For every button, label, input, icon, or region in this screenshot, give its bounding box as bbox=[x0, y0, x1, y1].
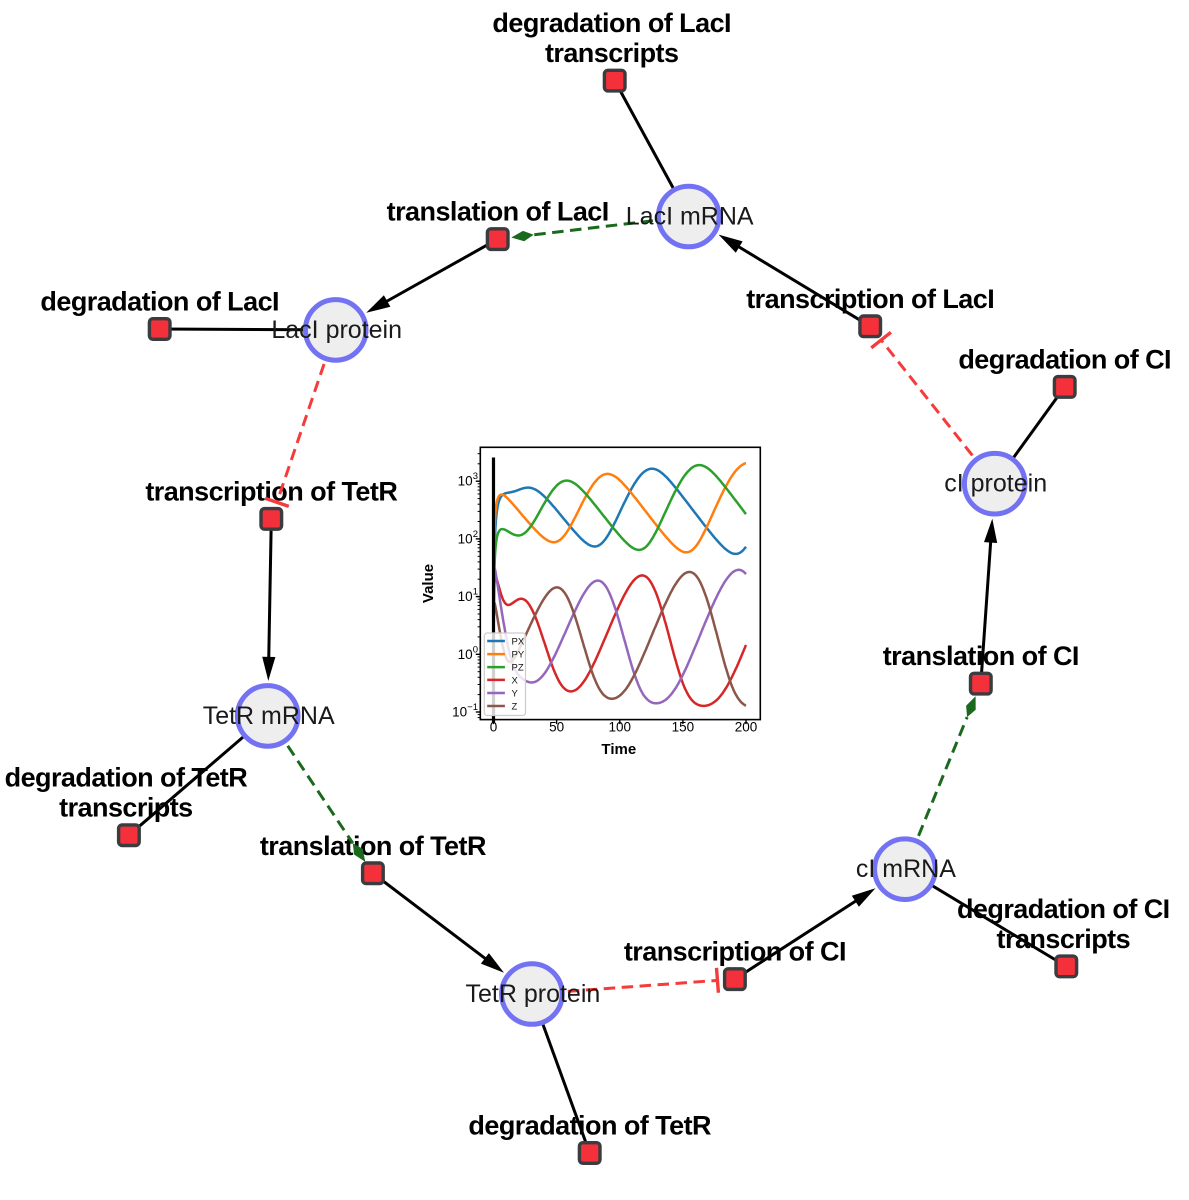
svg-text:transcripts: transcripts bbox=[545, 38, 679, 68]
svg-text:transcripts: transcripts bbox=[997, 924, 1131, 954]
svg-text:cI protein: cI protein bbox=[944, 470, 1047, 498]
svg-text:X: X bbox=[512, 675, 519, 686]
svg-text:Z: Z bbox=[512, 701, 518, 712]
svg-text:degradation of LacI: degradation of LacI bbox=[40, 287, 279, 317]
svg-text:degradation of CI: degradation of CI bbox=[957, 894, 1170, 924]
svg-text:TetR mRNA: TetR mRNA bbox=[203, 702, 335, 730]
svg-text:150: 150 bbox=[672, 720, 695, 735]
svg-text:LacI mRNA: LacI mRNA bbox=[626, 203, 754, 231]
svg-text:degradation of LacI: degradation of LacI bbox=[492, 8, 731, 38]
svg-text:translation of LacI: translation of LacI bbox=[387, 197, 609, 227]
svg-text:cI mRNA: cI mRNA bbox=[856, 855, 956, 883]
svg-text:Value: Value bbox=[420, 564, 437, 603]
svg-text:transcription of LacI: transcription of LacI bbox=[746, 284, 994, 314]
svg-text:50: 50 bbox=[549, 720, 564, 735]
svg-text:100: 100 bbox=[609, 720, 632, 735]
svg-text:PZ: PZ bbox=[512, 663, 524, 674]
svg-text:degradation of TetR: degradation of TetR bbox=[468, 1111, 711, 1141]
svg-text:PX: PX bbox=[512, 636, 525, 647]
svg-text:Time: Time bbox=[601, 741, 636, 758]
svg-text:LacI protein: LacI protein bbox=[271, 316, 402, 344]
svg-text:degradation of CI: degradation of CI bbox=[958, 344, 1171, 374]
svg-text:200: 200 bbox=[735, 720, 758, 735]
svg-text:Y: Y bbox=[512, 688, 519, 699]
svg-text:0: 0 bbox=[490, 720, 498, 735]
svg-text:transcription of CI: transcription of CI bbox=[624, 937, 846, 967]
svg-text:TetR protein: TetR protein bbox=[466, 980, 601, 1008]
svg-text:degradation of TetR: degradation of TetR bbox=[5, 763, 248, 793]
svg-text:PY: PY bbox=[512, 650, 525, 661]
svg-text:translation of TetR: translation of TetR bbox=[260, 831, 486, 861]
